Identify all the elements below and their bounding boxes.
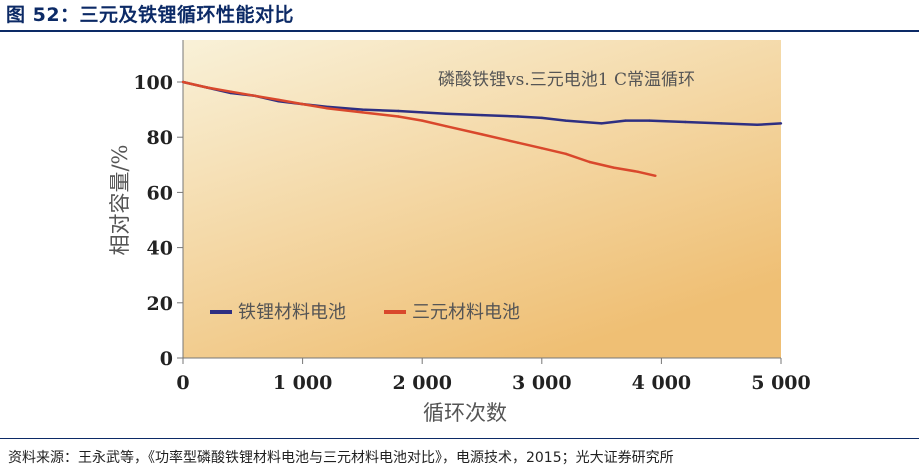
data-point-0 [648,119,651,122]
data-point-1 [301,102,304,106]
data-point-1 [540,147,543,150]
y-tick-label: 80 [147,127,173,149]
data-point-1 [480,133,484,136]
x-tick-label: 3 000 [512,372,572,394]
data-point-1 [654,174,657,177]
legend-label-ncm: 三元材料电池 [412,302,520,323]
figure-title: 图 52：三元及铁锂循环性能对比 [6,4,295,26]
y-tick-label: 0 [160,348,173,370]
data-point-1 [397,115,400,118]
data-point-1 [564,152,567,155]
data-point-1 [277,98,280,102]
chart-title: 磷酸铁锂vs.三元电池1 C常温循环 [438,70,695,90]
data-point-0 [421,111,424,114]
x-tick-label: 4 000 [632,372,692,394]
bottom-rule [0,438,919,439]
data-point-1 [205,86,209,89]
data-point-0 [361,108,364,111]
legend: 铁锂材料电池 三元材料电池 [210,302,520,323]
data-point-0 [516,115,520,118]
data-point-1 [612,166,615,169]
data-point-1 [421,119,424,122]
x-tick-label: 2 000 [392,372,452,394]
y-tick-label: 40 [147,238,173,260]
x-ticks: 0 1 000 2 000 3 000 4 000 5 000 [176,358,811,394]
data-point-0 [480,113,484,117]
data-point-0 [624,119,627,122]
data-point-0 [779,122,783,125]
data-point-0 [564,119,567,122]
data-point-0 [720,122,723,125]
data-point-0 [600,122,603,125]
data-point-1 [325,107,328,110]
legend-label-lfp: 铁锂材料电池 [238,302,346,323]
x-tick-label: 5 000 [751,372,811,394]
data-point-0 [540,116,543,120]
y-tick-label: 60 [147,182,173,204]
title-rule [0,30,919,32]
data-point-1 [516,141,520,144]
plot-area [183,40,781,358]
data-point-1 [229,90,232,93]
y-axis-label: 相对容量/% [108,144,132,255]
y-tick-label: 20 [147,293,173,315]
y-ticks: 0 20 40 60 80 100 [133,72,183,370]
data-point-1 [636,170,639,173]
data-point-0 [397,109,400,113]
data-point-1 [588,160,591,164]
data-point-0 [755,123,759,127]
x-tick-label: 0 [176,372,189,394]
data-point-1 [361,111,364,114]
data-point-1 [253,94,256,98]
data-point-0 [444,112,448,115]
x-tick-label: 1 000 [273,372,333,394]
y-tick-label: 100 [133,72,173,94]
data-point-0 [684,120,687,124]
series-layer [181,80,783,178]
x-axis-label: 循环次数 [423,401,507,425]
source-note: 资料来源：王永武等，《功率型磷酸铁锂材料电池与三元材料电池对比》，电源技术，20… [8,450,674,466]
data-point-1 [444,125,448,128]
data-point-1 [181,80,185,84]
